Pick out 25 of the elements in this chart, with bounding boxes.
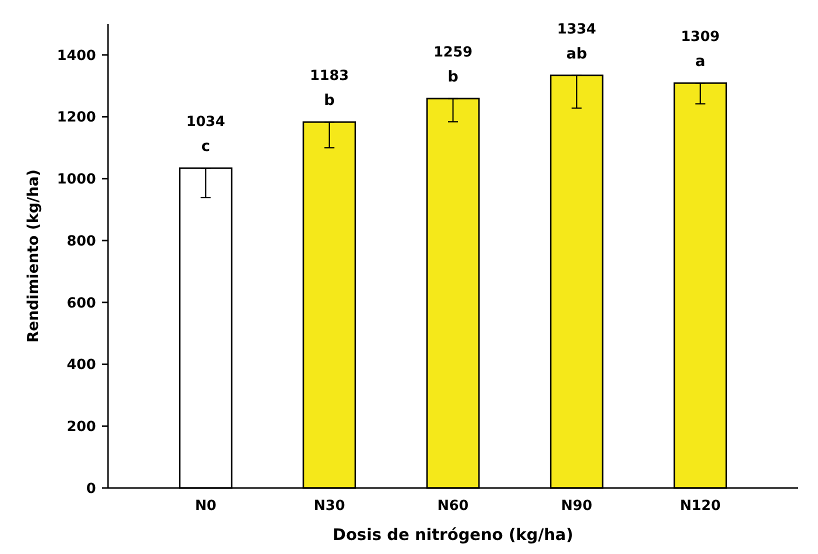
y-tick-label: 800 bbox=[66, 233, 96, 250]
annotation: b bbox=[448, 68, 459, 86]
y-tick-label: 1200 bbox=[57, 110, 96, 126]
x-tick-label: N30 bbox=[314, 498, 346, 514]
x-tick-label: N0 bbox=[194, 498, 217, 514]
y-tick-label: 200 bbox=[66, 419, 96, 436]
y-tick-label: 1000 bbox=[57, 172, 96, 188]
y-tick-label: 1400 bbox=[57, 48, 96, 64]
y-tick-label: 400 bbox=[66, 357, 96, 374]
annotation: b bbox=[324, 91, 335, 110]
x-tick-label: N120 bbox=[680, 498, 722, 514]
data-label: 1183 bbox=[310, 68, 349, 84]
annotation: ab bbox=[566, 44, 588, 62]
x-tick-label: N90 bbox=[561, 498, 593, 514]
data-label: 1259 bbox=[434, 44, 472, 61]
data-label: 1034 bbox=[186, 114, 226, 130]
y-tick-label: 0 bbox=[86, 480, 96, 497]
x-tick-label: N60 bbox=[437, 498, 469, 514]
annotation: a bbox=[695, 52, 706, 70]
y-tick-label: 600 bbox=[66, 295, 96, 312]
data-label: 1309 bbox=[680, 29, 720, 46]
y-axis-title: Rendimiento (kg/ha) bbox=[24, 169, 42, 343]
annotation: c bbox=[201, 137, 210, 156]
x-axis-title: Dosis de nitrógeno (kg/ha) bbox=[332, 525, 574, 544]
data-label: 1334 bbox=[557, 21, 596, 38]
